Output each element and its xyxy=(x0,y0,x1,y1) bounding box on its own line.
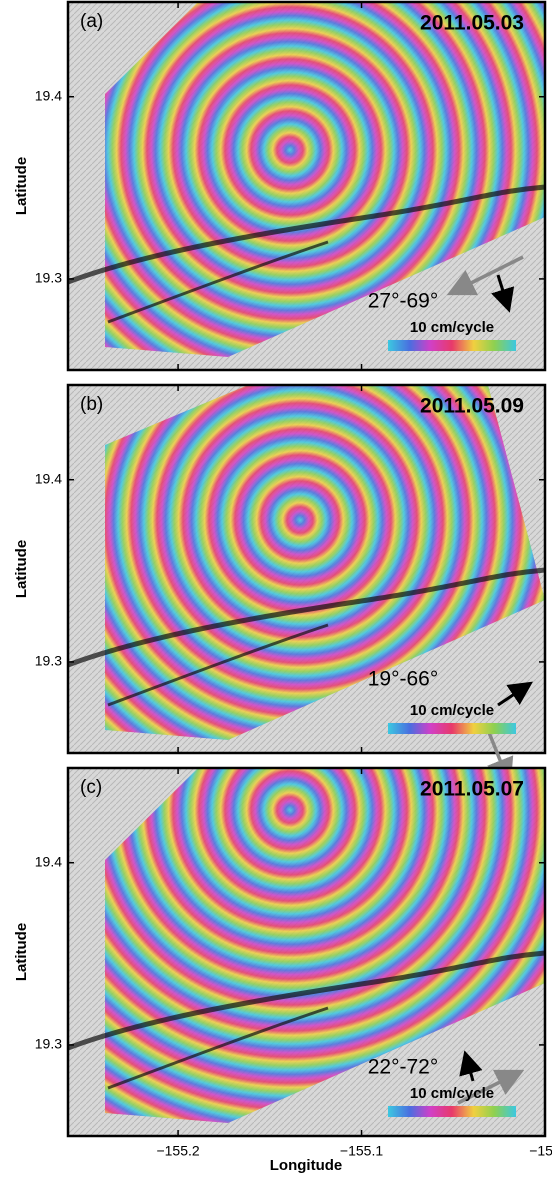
y-tick-label: 19.3 xyxy=(35,653,62,669)
look-angle: 19°-66° xyxy=(368,668,439,691)
y-tick-label: 19.3 xyxy=(35,1036,62,1052)
panel-label: (c) xyxy=(80,777,102,798)
y-axis-label: Latitude xyxy=(13,157,30,215)
look-angle: 27°-69° xyxy=(368,290,439,313)
figure: Longitude (a) 2011.05.03 27°-69° 10 cm/cycl… xyxy=(0,0,552,1178)
x-tick-label: −155.2 xyxy=(156,1143,199,1159)
map-panel: (c) 2011.05.07 22°-72° 10 cm/cycle 19.3 19.4 −… xyxy=(13,768,552,1159)
panel-label: (a) xyxy=(80,11,103,32)
y-tick-label: 19.4 xyxy=(35,87,62,103)
x-tick-label: −155 xyxy=(529,1143,552,1159)
y-tick-label: 19.3 xyxy=(35,270,62,286)
colorbar xyxy=(388,340,516,351)
y-tick-label: 19.4 xyxy=(35,470,62,486)
y-axis-label: Latitude xyxy=(13,923,30,981)
map-panel: (b) 2011.05.09 19°-66° 10 cm/cycle 19.3 19.4 L… xyxy=(13,385,545,780)
panel-label: (b) xyxy=(80,394,103,415)
x-tick-label: −155.1 xyxy=(340,1143,383,1159)
y-tick-label: 19.4 xyxy=(35,853,62,869)
colorbar xyxy=(388,1106,516,1117)
y-axis-label: Latitude xyxy=(13,540,30,598)
scale-label: 10 cm/cycle xyxy=(410,702,494,719)
date: 2011.05.09 xyxy=(420,395,524,418)
colorbar xyxy=(388,723,516,734)
map-panel: (a) 2011.05.03 27°-69° 10 cm/cycle 19.3 19.4 L… xyxy=(13,2,545,370)
scale-label: 10 cm/cycle xyxy=(410,319,494,336)
date: 2011.05.03 xyxy=(420,12,524,35)
scale-label: 10 cm/cycle xyxy=(410,1085,494,1102)
look-angle: 22°-72° xyxy=(368,1056,439,1079)
date: 2011.05.07 xyxy=(420,778,524,801)
x-axis-label: Longitude xyxy=(270,1157,342,1174)
